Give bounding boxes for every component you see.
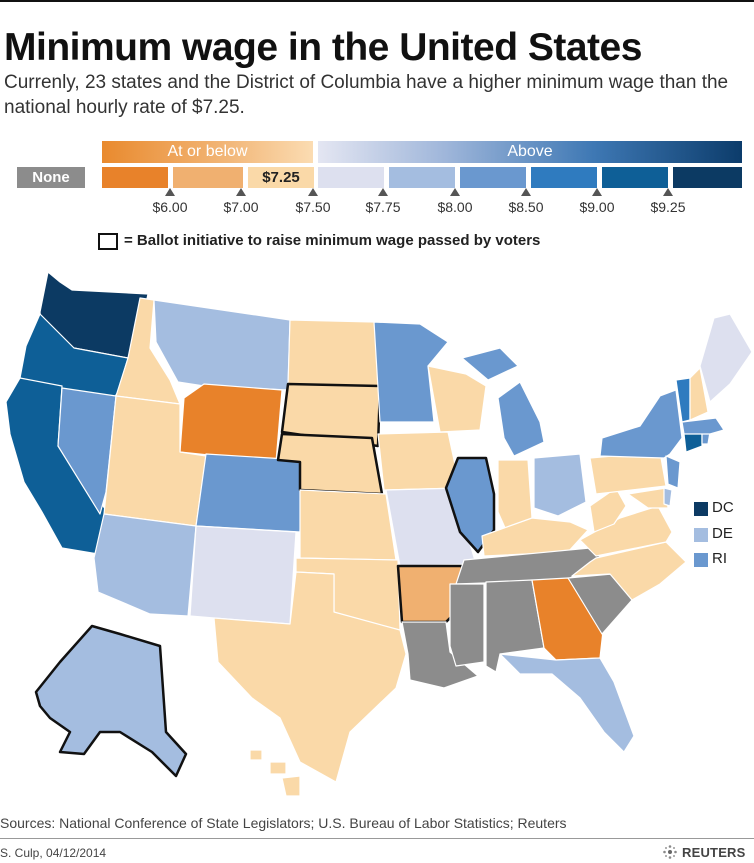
state-mississippi [449, 583, 485, 667]
legend-tick [592, 188, 602, 196]
legend-at-or-below-header: At or below [102, 141, 313, 163]
us-minimum-wage-map [5, 271, 753, 797]
ballot-initiative-label: = Ballot initiative to raise minimum wag… [124, 232, 541, 249]
legend-swatch-6-to-7 [173, 167, 243, 188]
legend-swatch-8-50-to-9 [531, 167, 597, 188]
legend-tick-label: $6.00 [152, 199, 188, 215]
ballot-initiative-swatch [98, 233, 118, 250]
state-new-york [599, 389, 683, 459]
state-north-carolina [571, 541, 687, 601]
state-arizona [93, 513, 197, 617]
state-hawaii [249, 749, 263, 761]
legend-tick [378, 188, 388, 196]
legend-above-header: Above [318, 141, 742, 163]
de-label: DE [712, 525, 733, 542]
state-ohio [533, 453, 587, 517]
page-subtitle: Currenly, 23 states and the District of … [4, 72, 729, 118]
credit-text: S. Culp, 04/12/2014 [0, 846, 107, 860]
sources-note: Sources: National Conference of State Le… [0, 815, 567, 831]
state-michigan [497, 381, 545, 457]
state-new-mexico [189, 525, 297, 625]
page-title: Minimum wage in the United States [4, 26, 642, 69]
legend-swatch-9-to-9-25 [602, 167, 668, 188]
top-rule [0, 0, 754, 2]
legend-tick-label: $9.00 [579, 199, 615, 215]
state-massachusetts [681, 417, 725, 435]
state-wisconsin [427, 365, 487, 433]
de-swatch [694, 528, 708, 542]
legend-at-or-below-label: At or below [167, 143, 248, 160]
legend-tick [236, 188, 246, 196]
dc-label: DC [712, 499, 734, 516]
legend-swatch-under-6 [102, 167, 168, 188]
brand-logo-text: REUTERS [682, 845, 746, 860]
state-kentucky [481, 517, 589, 557]
state-north-dakota [287, 319, 381, 387]
legend-tick [165, 188, 175, 196]
legend-federal-label: $7.25 [262, 169, 300, 186]
state-maine [699, 313, 753, 403]
legend-tick-label: $7.50 [295, 199, 331, 215]
legend-tick-label: $8.00 [437, 199, 473, 215]
legend-tick-label: $7.75 [365, 199, 401, 215]
legend-swatch-8-to-8-50 [460, 167, 526, 188]
legend-none-swatch: None [17, 167, 85, 188]
state-texas [213, 571, 407, 783]
legend-swatch-7-50-to-7-75 [318, 167, 384, 188]
state-virginia [579, 505, 673, 557]
legend-tick [308, 188, 318, 196]
state-delaware-small [663, 487, 673, 507]
state-hawaii-3 [281, 775, 301, 797]
state-montana [153, 299, 291, 391]
ri-label: RI [712, 550, 727, 567]
legend-tick [663, 188, 673, 196]
legend-swatch-federal [248, 167, 314, 188]
state-michigan-up [461, 347, 519, 381]
state-florida [499, 653, 635, 753]
state-hawaii-2 [269, 761, 287, 775]
reuters-logo-icon [663, 845, 677, 859]
state-south-dakota [280, 382, 382, 448]
ri-swatch [694, 553, 708, 567]
state-nevada [57, 387, 117, 515]
legend-tick-label: $7.00 [223, 199, 259, 215]
legend-tick-label: $9.25 [650, 199, 686, 215]
legend-swatch-7-75-to-8 [389, 167, 455, 188]
state-new-hampshire [689, 367, 709, 421]
legend-tick [450, 188, 460, 196]
footer-rule [0, 838, 754, 839]
legend-above-label: Above [507, 143, 553, 160]
state-wyoming [179, 383, 283, 463]
state-idaho [115, 297, 181, 405]
state-maryland [627, 487, 669, 509]
state-alaska [34, 624, 188, 778]
legend-swatch-above-9-25 [673, 167, 742, 188]
state-kansas [299, 489, 397, 561]
legend-tick-label: $8.50 [508, 199, 544, 215]
legend-tick [521, 188, 531, 196]
state-new-jersey [665, 455, 681, 489]
state-louisiana [401, 621, 479, 689]
dc-swatch [694, 502, 708, 516]
state-colorado [195, 453, 303, 533]
